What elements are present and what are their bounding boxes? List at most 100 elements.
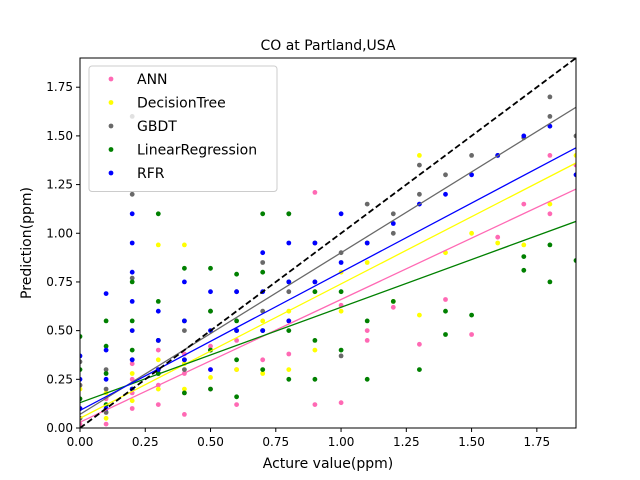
data-point [208,386,213,392]
data-point [129,279,135,285]
legend-marker-gbdt [108,123,114,129]
data-point [155,386,161,392]
data-point [364,240,370,246]
data-point [155,402,161,407]
data-point [286,211,292,217]
data-point [234,367,240,372]
data-point [338,289,344,295]
data-point [155,338,161,343]
legend-label-linearregression: LinearRegression [137,143,257,159]
chart-title: CO at Partland,USA [260,38,395,54]
data-point [208,265,213,271]
data-point [469,332,474,337]
data-point [234,271,240,277]
data-point [80,367,83,372]
legend: ANN DecisionTree GBDT LinearRegression RFR [88,65,278,192]
data-point [443,332,448,337]
y-tick-label: 1.00 [46,226,73,240]
x-tick-label: 0.50 [197,435,224,449]
data-point [495,234,501,240]
x-tick-label: 1.00 [328,435,355,449]
data-point [260,371,266,376]
data-point [338,211,344,217]
series-ann-points [80,153,576,427]
x-tick-label: 1.75 [523,435,550,449]
legend-marker-ann [108,76,114,82]
fit-line-gbdt [80,106,576,415]
data-point [338,260,344,265]
data-point [234,402,240,407]
data-point [260,260,266,265]
data-point [521,267,527,273]
data-point [234,318,240,324]
data-point [260,211,266,217]
data-point [129,398,135,404]
data-point [103,410,109,415]
series-linearregression-points [80,211,576,407]
data-point [469,230,474,236]
y-tick-label: 1.75 [46,80,73,94]
data-point [338,308,344,314]
data-point [182,242,187,248]
data-point [80,353,83,359]
data-point [443,308,448,314]
data-point [80,421,83,427]
fit-line-linearregression [80,220,576,404]
fit-line-decisiontree [80,162,576,419]
data-point [312,240,318,246]
data-point [103,371,109,376]
y-tick-label: 0.00 [46,421,73,435]
data-point [286,376,292,382]
data-point [103,415,109,421]
data-point [182,328,187,333]
legend-label-decisiontree: DecisionTree [137,96,226,112]
data-point [129,406,135,411]
data-point [469,172,474,178]
data-point [286,351,292,357]
data-point [129,211,135,217]
data-point [80,359,83,365]
plot-frame [79,57,577,429]
data-point [417,367,422,372]
legend-marker-linearregression [108,147,114,152]
data-point [312,190,318,195]
data-point [547,242,553,248]
data-point [103,367,109,372]
data-point [103,318,109,324]
data-point [469,312,474,318]
data-point [286,318,292,324]
data-point [129,376,135,382]
data-point [80,376,83,382]
x-tick-label: 0.25 [132,435,159,449]
data-point [364,328,370,333]
data-point [417,341,422,347]
data-point [103,421,109,427]
data-point [573,153,576,158]
data-point [103,343,109,349]
data-point [573,172,576,178]
data-point [129,371,135,376]
data-point [208,343,213,349]
data-point [182,279,187,285]
data-point [547,211,553,217]
data-point [155,347,161,353]
y-tick-label: 1.25 [46,178,73,192]
data-point [521,254,527,259]
data-point [390,211,396,217]
data-point [443,191,448,197]
data-point [312,347,318,353]
data-point [155,308,161,314]
y-tick-label: 0.50 [46,324,73,338]
data-point [234,328,240,333]
y-axis-label: Prediction(ppm) [19,187,35,299]
data-point [129,347,135,353]
data-point [390,230,396,236]
x-tick-label: 1.50 [458,435,485,449]
data-point [364,260,370,265]
data-point [234,289,240,295]
legend-label-gbdt: GBDT [137,119,177,135]
data-point [547,94,553,100]
fit-line-ann [80,188,576,423]
x-tick-label: 0.00 [67,435,94,449]
data-point [521,133,527,139]
